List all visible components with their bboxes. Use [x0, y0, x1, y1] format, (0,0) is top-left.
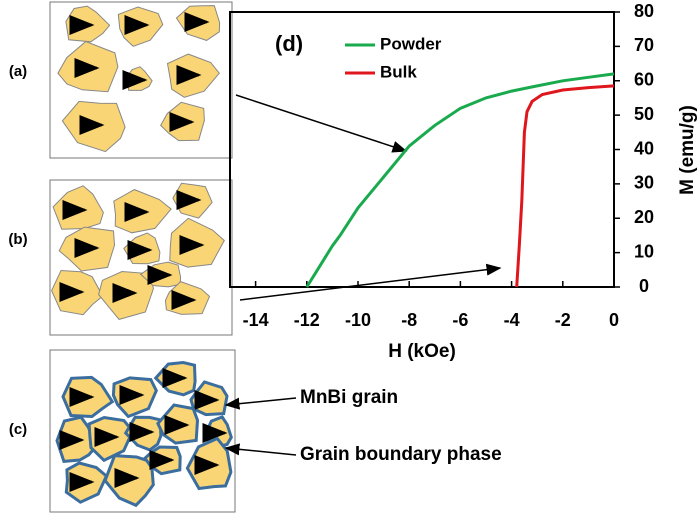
data-line — [305, 72, 615, 288]
x-tick-label: -4 — [504, 310, 520, 330]
x-axis-label: H (kOe) — [388, 341, 456, 362]
x-tick-label: -2 — [555, 310, 571, 330]
y-tick-label: 70 — [634, 35, 654, 55]
y-axis-label: M (emu/g) — [677, 105, 698, 195]
legend-label: Powder — [380, 34, 442, 53]
y-tick-label: 10 — [634, 241, 654, 261]
panel-label: (a) — [9, 63, 27, 80]
grains — [51, 5, 233, 508]
x-tick-label: -14 — [243, 310, 269, 330]
pointer — [235, 94, 408, 153]
x-tick-label: -12 — [294, 310, 320, 330]
pointer — [224, 397, 297, 410]
panel-label: (c) — [9, 421, 27, 438]
y-tick-label: 20 — [634, 207, 654, 227]
y-tick-label: 30 — [634, 173, 654, 193]
y-tick-label: 60 — [634, 70, 654, 90]
y-tick-label: 80 — [634, 1, 654, 21]
x-tick-label: -10 — [345, 310, 371, 330]
legend-label: Bulk — [380, 62, 417, 81]
x-tick-label: 0 — [609, 310, 619, 330]
x-tick-label: -8 — [401, 310, 417, 330]
y-tick-label: 50 — [634, 104, 654, 124]
pointer — [239, 263, 502, 301]
chart-annotation: (d) — [275, 31, 303, 56]
y-tick-label: 40 — [634, 138, 654, 158]
x-tick-label: -6 — [452, 310, 468, 330]
data-line — [515, 84, 615, 288]
y-tick-label: 0 — [639, 276, 649, 296]
annotation: Grain boundary phase — [300, 444, 502, 465]
pointer — [224, 443, 297, 456]
panel-label: (b) — [8, 231, 27, 248]
annotation: MnBi grain — [300, 387, 398, 408]
